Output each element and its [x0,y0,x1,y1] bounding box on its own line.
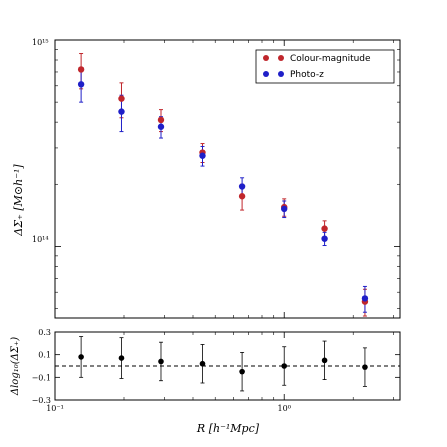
residual-data-point [78,354,84,360]
legend: Colour-magnitude Photo-z [255,49,395,84]
residual-data-marks [78,336,368,392]
residual-y-tick-label-0.3: 0.3 [38,328,51,337]
x-tick-label-0.1: 10⁻¹ [46,404,64,413]
data-point-colour-magnitude [321,225,328,232]
residual-data-point [362,364,368,370]
legend-label-colour-magnitude: Colour-magnitude [290,54,371,64]
residual-axis-ticks [54,331,400,401]
residual-data-point [321,357,328,364]
residual-data-point [281,363,288,369]
main-plot-frame [54,39,401,319]
legend-marker-photo-z [278,71,284,77]
residual-data-point [199,360,206,367]
residual-panel: 0.3 0.1 −0.1 −0.3 10⁻¹ 10⁰ R [h⁻¹Mpc] Δl… [10,328,401,435]
legend-box [255,49,395,84]
x-tick-label-1: 10⁰ [278,404,291,413]
data-point-photo-z [361,295,369,302]
y-tick-label-1e14: 10¹⁴ [32,235,49,244]
residual-data-point [158,358,164,365]
data-point-photo-z [238,183,246,190]
data-point-photo-z [157,123,165,130]
legend-marker-colour-magnitude [278,55,284,61]
residual-data-point [118,355,125,361]
x-axis-label: R [h⁻¹Mpc] [196,422,260,435]
residual-y-axis-label: Δlog₁₀(ΔΣ₊) [10,337,21,396]
residual-y-tick-label-minus-0.3: −0.3 [32,396,51,405]
residual-data-point [239,368,245,375]
data-point-colour-magnitude [77,66,85,73]
y-tick-label-1e15: 10¹⁵ [32,38,49,47]
legend-marker-photo-z [263,71,269,77]
main-y-axis-label: ΔΣ₊ [M⊙h⁻¹] [12,164,25,237]
legend-marker-colour-magnitude [263,55,269,61]
data-point-photo-z [118,108,125,115]
main-data-marks [77,53,369,317]
main-panel: 10¹⁵ 10¹⁴ ΔΣ₊ [M⊙h⁻¹] Colour-magnitude P… [12,38,401,319]
residual-y-tick-label-0.1: 0.1 [38,351,51,360]
data-point-photo-z [321,235,328,242]
legend-label-photo-z: Photo-z [290,70,324,80]
main-axis-ticks [54,39,400,318]
data-point-photo-z [281,205,288,213]
data-point-colour-magnitude [157,116,165,124]
data-point-photo-z [199,152,206,159]
data-point-colour-magnitude [238,193,246,200]
data-point-colour-magnitude [118,95,125,102]
residual-y-tick-label-minus-0.1: −0.1 [32,373,51,382]
data-point-photo-z [77,81,85,88]
